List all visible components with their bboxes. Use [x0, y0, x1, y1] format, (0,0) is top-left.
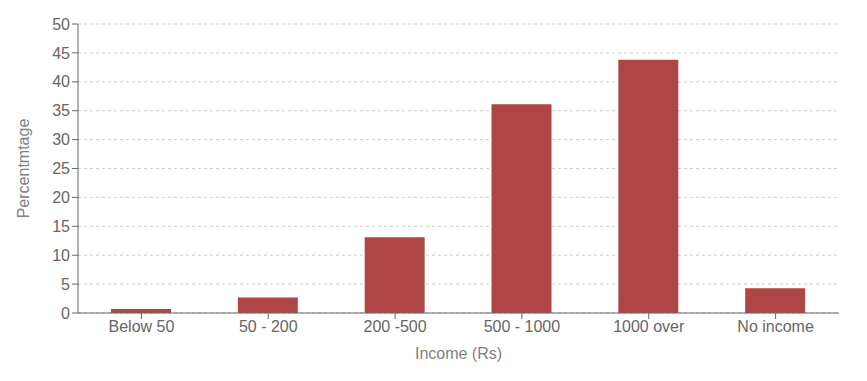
- svg-text:45: 45: [52, 45, 70, 62]
- svg-text:50: 50: [52, 16, 70, 33]
- svg-text:30: 30: [52, 131, 70, 148]
- svg-text:25: 25: [52, 160, 70, 177]
- svg-text:Percentmtage: Percentmtage: [15, 119, 32, 219]
- svg-text:200 -500: 200 -500: [363, 318, 426, 335]
- svg-text:35: 35: [52, 102, 70, 119]
- svg-text:5: 5: [61, 276, 70, 293]
- svg-text:0: 0: [61, 305, 70, 322]
- svg-text:1000 over: 1000 over: [613, 318, 685, 335]
- svg-text:15: 15: [52, 218, 70, 235]
- svg-text:50 - 200: 50 - 200: [239, 318, 298, 335]
- svg-text:40: 40: [52, 73, 70, 90]
- svg-text:No income: No income: [737, 318, 814, 335]
- svg-text:Income (Rs): Income (Rs): [415, 345, 502, 362]
- svg-text:10: 10: [52, 247, 70, 264]
- svg-text:Below 50: Below 50: [109, 318, 175, 335]
- svg-text:20: 20: [52, 189, 70, 206]
- svg-text:500 - 1000: 500 - 1000: [484, 318, 561, 335]
